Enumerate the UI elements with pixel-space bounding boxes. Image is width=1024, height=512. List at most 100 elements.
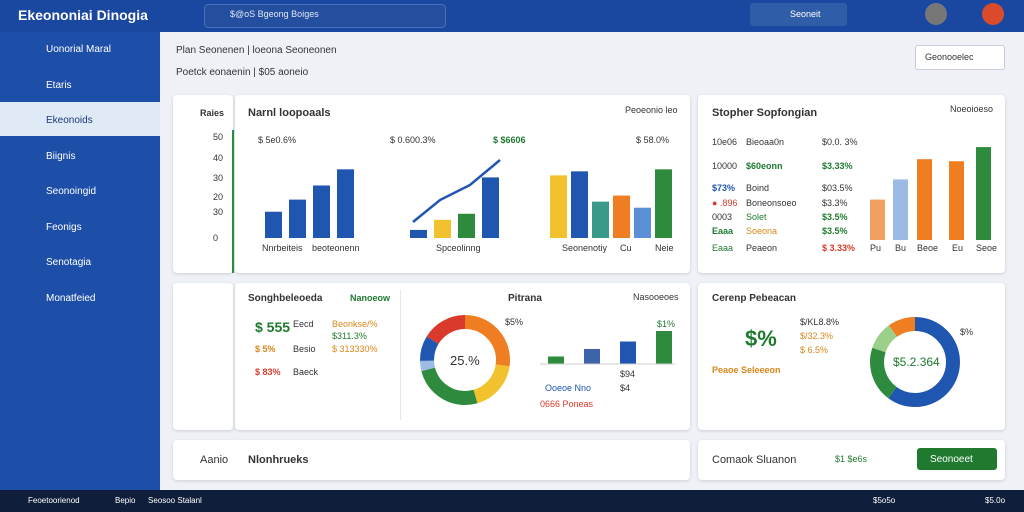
- bar: [634, 207, 651, 238]
- label: $ 58.0%: [636, 135, 670, 145]
- top-button[interactable]: [750, 3, 847, 26]
- search-box[interactable]: [204, 4, 446, 28]
- label: 40: [213, 153, 224, 163]
- bar: [482, 177, 499, 238]
- donut-segment: [420, 315, 510, 405]
- green-button[interactable]: [917, 448, 997, 470]
- label: $ 313330%: [332, 344, 378, 354]
- topbar: [0, 0, 1024, 32]
- label: Monatfeied: [46, 292, 96, 304]
- label: $5.2.364: [893, 355, 940, 369]
- label: Cerenp Pebeacan: [712, 293, 796, 304]
- bar: [655, 169, 672, 238]
- label: Nanoeow: [350, 293, 391, 303]
- label: 10000: [712, 161, 738, 171]
- dropdown[interactable]: [915, 45, 1005, 70]
- label: Biignis: [46, 150, 76, 162]
- side-card: [173, 283, 233, 430]
- label: Stopher Sopfongian: [712, 107, 818, 119]
- label: Neie: [655, 243, 674, 253]
- statusbar: [0, 490, 1024, 512]
- label: Peaoe Seleeeon: [712, 365, 781, 375]
- donut-segment: [420, 315, 510, 405]
- label: $3.3%: [822, 198, 848, 208]
- label: 25.%: [450, 353, 480, 368]
- label: Ooeoe Nno: [545, 383, 592, 393]
- label: Noeoioeso: [950, 104, 994, 114]
- donut-segment: [420, 315, 510, 405]
- trend-arrow: [412, 159, 501, 223]
- label: Eecd: [293, 319, 314, 329]
- avatar[interactable]: [982, 3, 1004, 25]
- bar: [548, 356, 564, 364]
- bar: [584, 349, 600, 364]
- label: $5%: [505, 317, 524, 327]
- bar: [458, 213, 475, 238]
- label: Seoe: [976, 243, 998, 253]
- label: $3.33%: [822, 161, 853, 171]
- label: Peoeonio leo: [625, 105, 678, 115]
- label: $03.5%: [822, 183, 853, 193]
- label: $5.0o: [985, 496, 1006, 505]
- label: $ 555: [255, 319, 291, 335]
- divider: [400, 290, 401, 420]
- label: 10e06: [712, 137, 738, 147]
- label: $ 0.600.3%: [390, 135, 436, 145]
- bar: [265, 211, 282, 238]
- bar: [434, 219, 451, 238]
- bar: [917, 159, 932, 240]
- label: Spceolinng: [436, 243, 481, 253]
- bar: [949, 161, 964, 240]
- label: Nnrbeiteis: [262, 243, 303, 253]
- label: $ 5%: [255, 344, 276, 354]
- bar: [592, 201, 609, 238]
- label: Bieoaa0n: [746, 137, 785, 147]
- avatar[interactable]: [925, 3, 947, 25]
- label: $ 6.5%: [800, 345, 829, 355]
- bar: [571, 171, 588, 238]
- label: Seonenotiy: [562, 243, 608, 253]
- label: Senotagia: [46, 257, 92, 268]
- label: $3.5%: [822, 212, 848, 222]
- label: Pitrana: [508, 293, 542, 304]
- label: $311.3%: [332, 331, 367, 341]
- label: $/KL8.8%: [800, 317, 840, 327]
- label: Nasooeoes: [633, 292, 679, 302]
- bar: [620, 341, 636, 364]
- label: 0666 Poneas: [540, 399, 594, 409]
- donut-segment: [870, 317, 960, 407]
- bar: [289, 199, 306, 238]
- label: Etaris: [46, 79, 72, 91]
- label: Peaeon: [746, 243, 778, 253]
- bar: [313, 185, 330, 238]
- label: Ekeononiai Dinogia: [18, 7, 148, 23]
- label: Bu: [895, 243, 907, 253]
- bar: [976, 147, 991, 240]
- label: Solet: [746, 212, 767, 222]
- label: Bepio: [115, 496, 136, 505]
- label: $5o5o: [873, 496, 896, 505]
- label: Boneonsoeo: [746, 198, 797, 208]
- label: Seoneit: [790, 9, 821, 19]
- sidebar-active: [0, 102, 160, 136]
- axis-card: [173, 95, 233, 273]
- label: $ $6606: [493, 135, 526, 145]
- label: Eaaa: [712, 243, 734, 253]
- bar: [613, 195, 630, 238]
- label: Soeona: [746, 226, 778, 236]
- label: Cu: [620, 243, 632, 253]
- label: 0003: [712, 212, 733, 222]
- label: $@oS Bgeong Boiges: [230, 9, 319, 19]
- label: Besio: [293, 344, 316, 354]
- label: 0: [213, 233, 219, 243]
- bar: [893, 179, 908, 240]
- label: $ 83%: [255, 367, 281, 377]
- bar: [870, 199, 885, 240]
- label: ● .896: [712, 198, 738, 208]
- label: beoteonenn: [312, 243, 360, 253]
- bar: [337, 169, 354, 238]
- label: Songhbeleoeda: [248, 293, 323, 304]
- label: $%: [745, 326, 777, 351]
